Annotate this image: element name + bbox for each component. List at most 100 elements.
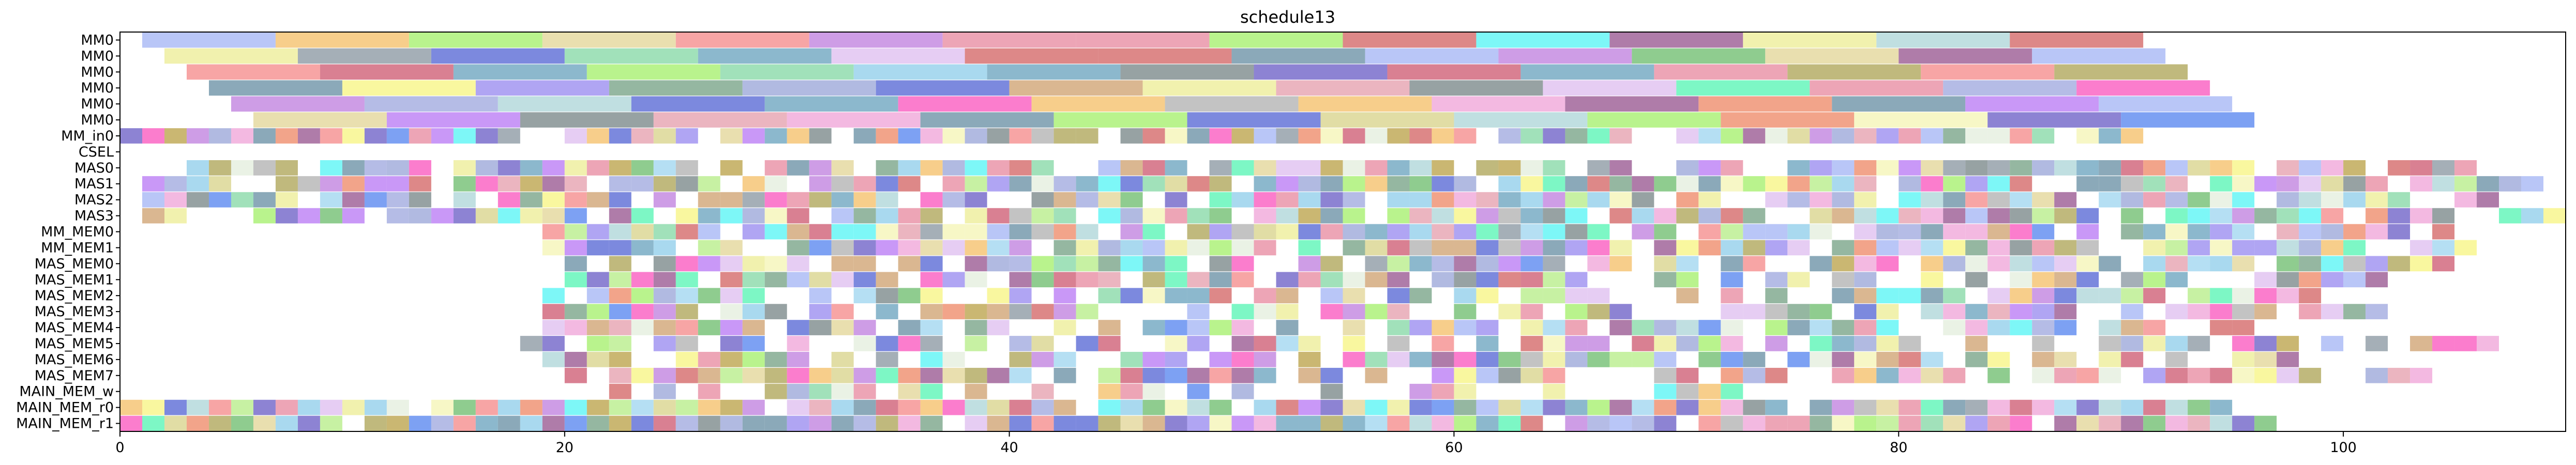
gantt-cell — [764, 208, 787, 224]
gantt-cell — [1565, 208, 1588, 224]
gantt-cell — [2099, 320, 2121, 335]
gantt-cell — [1676, 192, 1699, 208]
gantt-cell — [742, 320, 765, 335]
gantt-cell — [1320, 208, 1343, 224]
gantt-cell — [1187, 336, 1210, 351]
gantt-cell — [1765, 415, 1788, 431]
gantt-cell — [809, 288, 832, 304]
gantt-cell — [2343, 256, 2366, 272]
gantt-cell — [831, 176, 854, 192]
gantt-cell — [1387, 272, 1410, 288]
gantt-cell — [853, 415, 876, 431]
gantt-cell — [2076, 208, 2099, 224]
gantt-cell — [987, 160, 1010, 176]
gantt-cell — [653, 415, 676, 431]
gantt-cell — [208, 128, 231, 144]
gantt-cell — [764, 383, 787, 399]
gantt-cell — [1298, 415, 1321, 431]
gantt-cell — [1876, 160, 1899, 176]
gantt-cell — [1476, 367, 1499, 383]
gantt-cell — [1343, 272, 1365, 288]
gantt-cell — [1320, 160, 1343, 176]
gantt-cell — [320, 128, 342, 144]
x-tick-label: 40 — [1000, 440, 1018, 456]
gantt-cell — [942, 272, 965, 288]
gantt-cell — [2121, 160, 2144, 176]
gantt-cell — [920, 208, 943, 224]
gantt-cell — [1609, 352, 1632, 367]
gantt-cell — [2254, 176, 2277, 192]
gantt-cell — [987, 224, 1010, 240]
gantt-cell — [1854, 336, 1877, 351]
gantt-cell — [2188, 415, 2210, 431]
gantt-cell — [2210, 160, 2233, 176]
gantt-cell — [186, 399, 209, 415]
gantt-cell — [1721, 336, 1743, 351]
gantt-cell — [1165, 256, 1187, 272]
gantt-cell — [1543, 272, 1565, 288]
gantt-cell — [987, 288, 1010, 304]
gantt-bar — [1187, 112, 1321, 128]
gantt-cell — [1565, 240, 1588, 256]
gantt-cell — [609, 304, 631, 319]
gantt-cell — [1053, 128, 1076, 144]
gantt-cell — [120, 399, 142, 415]
gantt-cell — [1587, 256, 1610, 272]
gantt-cell — [1187, 208, 1210, 224]
gantt-cell — [965, 176, 987, 192]
gantt-cell — [675, 352, 698, 367]
gantt-bar — [2099, 96, 2233, 112]
gantt-cell — [2143, 288, 2166, 304]
gantt-bar — [1832, 96, 1966, 112]
gantt-cell — [431, 208, 454, 224]
gantt-cell — [853, 224, 876, 240]
gantt-cell — [631, 304, 654, 319]
gantt-cell — [898, 240, 921, 256]
gantt-cell — [1076, 336, 1098, 351]
gantt-cell — [698, 383, 720, 399]
gantt-cell — [1098, 336, 1121, 351]
gantt-cell — [186, 160, 209, 176]
gantt-cell — [386, 208, 409, 224]
gantt-cell — [920, 256, 943, 272]
gantt-cell — [1943, 367, 1966, 383]
gantt-cell — [1432, 192, 1454, 208]
gantt-cell — [853, 256, 876, 272]
plot-frame — [119, 32, 2566, 432]
gantt-bar — [1587, 112, 1721, 128]
gantt-cell — [1387, 192, 1410, 208]
gantt-cell — [720, 352, 743, 367]
gantt-bar — [1209, 32, 1343, 48]
gantt-cell — [898, 367, 921, 383]
gantt-cell — [253, 192, 276, 208]
row-label: MAS_MEM0 — [35, 256, 114, 272]
gantt-bar — [409, 32, 543, 48]
gantt-cell — [631, 272, 654, 288]
gantt-cell — [2143, 320, 2166, 335]
gantt-cell — [1520, 160, 1543, 176]
gantt-cell — [1098, 367, 1121, 383]
gantt-cell — [542, 352, 565, 367]
gantt-cell — [564, 415, 587, 431]
gantt-cell — [1676, 320, 1699, 335]
gantt-cell — [742, 399, 765, 415]
gantt-cell — [1698, 160, 1721, 176]
gantt-bar — [653, 112, 787, 128]
gantt-cell — [1476, 336, 1499, 351]
gantt-cell — [965, 415, 987, 431]
gantt-cell — [965, 256, 987, 272]
gantt-cell — [764, 415, 787, 431]
gantt-cell — [1899, 224, 1921, 240]
gantt-cell — [1009, 304, 1032, 319]
gantt-cell — [1899, 352, 1921, 367]
gantt-cell — [542, 224, 565, 240]
gantt-cell — [1543, 367, 1565, 383]
gantt-cell — [698, 320, 720, 335]
gantt-cell — [1498, 240, 1521, 256]
gantt-cell — [1498, 304, 1521, 319]
gantt-cell — [1609, 240, 1632, 256]
gantt-cell — [1053, 288, 1076, 304]
gantt-cell — [698, 256, 720, 272]
gantt-cell — [675, 160, 698, 176]
gantt-bar — [1654, 64, 1788, 80]
